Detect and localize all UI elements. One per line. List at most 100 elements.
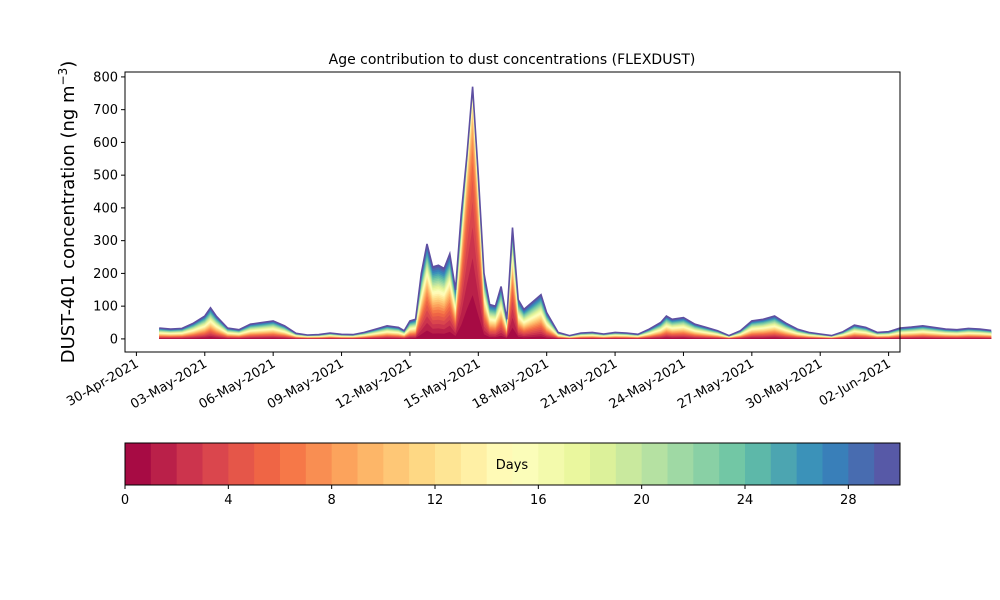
colorbar-bin <box>590 443 617 485</box>
colorbar-axis: 0 4 8 12 16 20 24 28 <box>121 485 857 508</box>
colorbar-bin <box>125 443 152 485</box>
age-layer-2-days <box>159 227 992 339</box>
age-layer-17-days <box>159 97 992 339</box>
x-tick-label: 02-Jun-2021 <box>817 356 894 409</box>
y-tick-label: 300 <box>93 234 118 249</box>
colorbar-bin <box>254 443 281 485</box>
colorbar <box>124 442 901 486</box>
age-layer-13-days <box>159 103 992 339</box>
age-layer-14-days <box>159 101 992 339</box>
x-tick-label: 03-May-2021 <box>128 356 210 412</box>
age-layer-15-days <box>159 100 992 339</box>
y-axis: 0 100 200 300 400 500 600 700 800 <box>93 70 125 347</box>
y-tick-label: 0 <box>110 332 118 347</box>
x-tick-label: 12-May-2021 <box>333 356 415 412</box>
total-concentration-line <box>159 86 992 337</box>
colorbar-bin <box>667 443 694 485</box>
colorbar-bin <box>409 443 436 485</box>
age-layer-5-days <box>159 162 992 339</box>
colorbar-tick-label: 16 <box>530 493 547 508</box>
age-layer-19-days <box>159 96 992 339</box>
age-layer-23-days <box>159 93 992 339</box>
colorbar-bin <box>486 443 513 485</box>
age-layer-12-days <box>159 106 992 339</box>
y-axis-label-main: DUST-401 concentration (ng m <box>58 85 79 363</box>
colorbar-tick-label: 4 <box>224 493 232 508</box>
colorbar-bin <box>357 443 384 485</box>
age-layer-7-days <box>159 137 992 339</box>
y-tick-label: 600 <box>93 136 118 151</box>
colorbar-bin <box>796 443 823 485</box>
colorbar-tick-label: 28 <box>840 493 857 508</box>
colorbar-tick-label: 12 <box>427 493 444 508</box>
colorbar-bin <box>615 443 643 485</box>
colorbar-label: Days <box>496 458 529 473</box>
x-tick-label: 21-May-2021 <box>538 356 620 412</box>
colorbar-tick-label: 24 <box>737 493 754 508</box>
y-tick-label: 500 <box>93 169 118 184</box>
plot-area <box>159 86 992 339</box>
colorbar-bin <box>305 443 333 485</box>
age-layer-16-days <box>159 98 992 339</box>
y-tick-label: 800 <box>93 70 118 85</box>
colorbar-bin <box>202 443 229 485</box>
colorbar-tick-label: 0 <box>121 493 129 508</box>
colorbar-bin <box>719 443 746 485</box>
x-tick-label: 09-May-2021 <box>265 356 347 412</box>
y-tick-label: 700 <box>93 103 118 118</box>
age-layer-18-days <box>159 96 992 339</box>
colorbar-frame <box>124 442 901 486</box>
age-layer-26-days <box>159 90 992 339</box>
y-tick-label: 400 <box>93 201 118 216</box>
colorbar-bin <box>512 443 539 485</box>
y-tick-label: 100 <box>93 300 118 315</box>
colorbar-bin <box>331 443 358 485</box>
age-layer-10-days <box>159 114 992 339</box>
colorbar-bin <box>874 443 901 485</box>
colorbar-bin <box>383 443 410 485</box>
colorbar-bin <box>150 443 178 485</box>
colorbar-bin <box>641 443 668 485</box>
colorbar-bin <box>693 443 720 485</box>
x-tick-label: 18-May-2021 <box>470 356 552 412</box>
age-layer-3-days <box>159 201 992 339</box>
x-axis: 30-Apr-202103-May-202106-May-202109-May-… <box>64 352 894 412</box>
age-layer-20-days <box>159 95 992 339</box>
colorbar-bin <box>176 443 203 485</box>
colorbar-bin <box>435 443 462 485</box>
y-axis-label-exponent: −3 <box>56 68 70 86</box>
plot-frame <box>124 71 901 353</box>
age-layer-22-days <box>159 93 992 339</box>
colorbar-bin <box>770 443 798 485</box>
colorbar-bin <box>745 443 772 485</box>
age-layer-24-days <box>159 92 992 339</box>
colorbar-tick-label: 20 <box>633 493 650 508</box>
age-layer-29-days <box>159 86 992 339</box>
age-layer-27-days <box>159 89 992 339</box>
colorbar-bin <box>538 443 565 485</box>
y-tick-label: 200 <box>93 267 118 282</box>
x-tick-label: 15-May-2021 <box>402 356 484 412</box>
x-tick-label: 06-May-2021 <box>196 356 278 412</box>
age-layer-28-days <box>159 88 992 339</box>
age-layer-8-days <box>159 127 992 339</box>
y-axis-label: DUST-401 concentration (ng m−3) <box>56 61 79 364</box>
age-layer-6-days <box>159 148 992 339</box>
chart-title: Age contribution to dust concentrations … <box>329 52 696 68</box>
age-layer-4-days <box>159 180 992 339</box>
age-layer-11-days <box>159 110 992 339</box>
colorbar-bin <box>822 443 849 485</box>
colorbar-bin <box>848 443 875 485</box>
y-axis-label-close: ) <box>58 61 79 68</box>
colorbar-bin <box>228 443 255 485</box>
age-layer-9-days <box>159 120 992 339</box>
age-layer-25-days <box>159 91 992 339</box>
colorbar-tick-label: 8 <box>328 493 336 508</box>
x-tick-label: 30-May-2021 <box>744 356 826 412</box>
colorbar-bin <box>564 443 591 485</box>
colorbar-bin <box>460 443 488 485</box>
x-tick-label: 24-May-2021 <box>607 356 689 412</box>
colorbar-bin <box>280 443 307 485</box>
x-tick-label: 27-May-2021 <box>675 356 757 412</box>
